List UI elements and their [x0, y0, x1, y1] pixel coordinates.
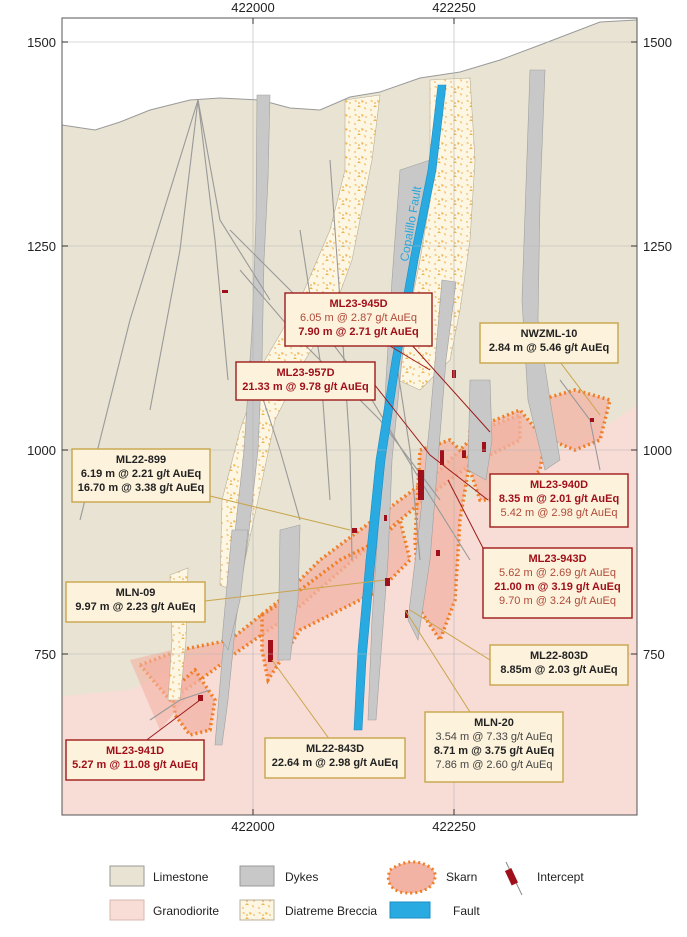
callout-box: [489, 473, 629, 528]
x-tick-bottom-2: 422250: [432, 819, 475, 834]
callout-intercept-line: 21.33 m @ 9.78 g/t AuEq: [242, 381, 368, 393]
callout-box: [482, 547, 633, 619]
legend-swatch-breccia: [239, 899, 275, 921]
legend-label-dykes: Dykes: [285, 870, 318, 884]
tick-marks: [62, 18, 637, 815]
y-tick-right-1250: 1250: [643, 239, 672, 254]
legend-swatch-intercept: [504, 861, 523, 896]
x-tick-top-1: 422000: [231, 0, 274, 15]
callout-ml23-943d: ML23-943D 5.62 m @ 2.69 g/t AuEq 21.00 m @…: [482, 547, 633, 619]
callout-box: [479, 322, 619, 364]
callout-box: [489, 644, 629, 686]
x-tick-top-2: 422250: [432, 0, 475, 15]
callout-intercept-line: 8.85m @ 2.03 g/t AuEq: [500, 664, 617, 676]
legend-label-limestone: Limestone: [153, 870, 209, 884]
x-tick-bottom-1: 422000: [231, 819, 274, 834]
callout-intercept-line: 8.35 m @ 2.01 g/t AuEq: [499, 493, 619, 505]
legend-label-intercept: Intercept: [537, 870, 584, 884]
callout-nwzml-10: NWZML-10 2.84 m @ 5.46 g/t AuEq: [479, 322, 619, 364]
legend-swatch-fault: [389, 901, 431, 919]
callout-mln-09: MLN-09 9.97 m @ 2.23 g/t AuEq: [65, 581, 206, 623]
callout-intercept-line: 7.90 m @ 2.71 g/t AuEq: [298, 326, 418, 338]
y-tick-right-1500: 1500: [643, 35, 672, 50]
y-tick-left-1500: 1500: [27, 35, 56, 50]
callout-title: ML23-957D: [276, 367, 334, 379]
callout-intercept-line: 7.86 m @ 2.60 g/t AuEq: [436, 759, 553, 771]
callout-intercept-line: 22.64 m @ 2.98 g/t AuEq: [272, 757, 398, 769]
legend-label-fault: Fault: [453, 904, 480, 918]
callout-mln-20: MLN-20 3.54 m @ 7.33 g/t AuEq 8.71 m @ 3.7…: [424, 711, 564, 783]
callout-box: [71, 448, 211, 503]
callout-intercept-line: 9.97 m @ 2.23 g/t AuEq: [75, 601, 195, 613]
callout-box: [65, 581, 206, 623]
callout-title: NWZML-10: [521, 328, 578, 340]
callout-ml23-945d: ML23-945D 6.05 m @ 2.87 g/t AuEq 7.90 m @ …: [284, 292, 433, 347]
callout-ml23-957d: ML23-957D 21.33 m @ 9.78 g/t AuEq: [235, 361, 376, 401]
callout-box: [264, 737, 406, 779]
legend: Limestone Granodiorite Dykes Diatreme Br…: [109, 860, 584, 921]
legend-swatch-skarn: [386, 860, 437, 895]
callout-intercept-line: 5.42 m @ 2.98 g/t AuEq: [501, 507, 618, 519]
callout-intercept-line: 5.62 m @ 2.69 g/t AuEq: [499, 567, 616, 579]
y-tick-right-1000: 1000: [643, 443, 672, 458]
callout-intercept-line: 16.70 m @ 3.38 g/t AuEq: [78, 482, 204, 494]
callout-intercept-line: 5.27 m @ 11.08 g/t AuEq: [72, 759, 198, 771]
y-tick-left-1000: 1000: [27, 443, 56, 458]
callout-box: [424, 711, 564, 783]
legend-swatch-dykes: [239, 865, 275, 887]
callout-intercept-line: 9.70 m @ 3.24 g/t AuEq: [499, 595, 616, 607]
topography-sky: [62, 18, 637, 131]
legend-swatch-granodiorite: [109, 899, 145, 921]
callout-box: [284, 292, 433, 347]
callout-intercept-line: 2.84 m @ 5.46 g/t AuEq: [489, 342, 609, 354]
callout-title: ML23-940D: [530, 479, 588, 491]
callout-title: ML23-945D: [329, 298, 387, 310]
callout-ml22-803d: ML22-803D 8.85m @ 2.03 g/t AuEq: [489, 644, 629, 686]
callout-intercept-line: 3.54 m @ 7.33 g/t AuEq: [436, 731, 553, 743]
legend-label-breccia: Diatreme Breccia: [285, 904, 377, 918]
callout-title: ML22-899: [116, 454, 166, 466]
callout-title: ML22-803D: [530, 650, 588, 662]
callout-ml22-843d: ML22-843D 22.64 m @ 2.98 g/t AuEq: [264, 737, 406, 779]
callout-ml22-899: ML22-899 6.19 m @ 2.21 g/t AuEq 16.70 m @ …: [71, 448, 211, 503]
y-tick-left-1250: 1250: [27, 239, 56, 254]
callout-box: [235, 361, 376, 401]
callout-ml23-941d: ML23-941D 5.27 m @ 11.08 g/t AuEq: [65, 739, 205, 781]
callout-title: ML22-843D: [306, 743, 364, 755]
legend-label-skarn: Skarn: [446, 870, 477, 884]
callout-intercept-line: 6.19 m @ 2.21 g/t AuEq: [81, 468, 201, 480]
callout-title: MLN-09: [116, 587, 156, 599]
callout-box: [65, 739, 205, 781]
callout-intercept-line: 6.05 m @ 2.87 g/t AuEq: [300, 312, 417, 324]
callouts-layer: ML23-945D 6.05 m @ 2.87 g/t AuEq 7.90 m @ …: [65, 292, 633, 783]
legend-label-granodiorite: Granodiorite: [153, 904, 219, 918]
callout-title: MLN-20: [474, 717, 514, 729]
legend-swatch-limestone: [109, 865, 145, 887]
y-tick-left-750: 750: [34, 647, 56, 662]
map-frame: [61, 17, 638, 816]
leader-lines: [139, 342, 601, 746]
callout-title: ML23-943D: [528, 553, 586, 565]
callout-intercept-line: 8.71 m @ 3.75 g/t AuEq: [434, 745, 554, 757]
y-tick-right-750: 750: [643, 647, 665, 662]
callout-intercept-line: 21.00 m @ 3.19 g/t AuEq: [494, 581, 620, 593]
callout-ml23-940d: ML23-940D 8.35 m @ 2.01 g/t AuEq 5.42 m @ …: [489, 473, 629, 528]
callout-title: ML23-941D: [106, 745, 164, 757]
